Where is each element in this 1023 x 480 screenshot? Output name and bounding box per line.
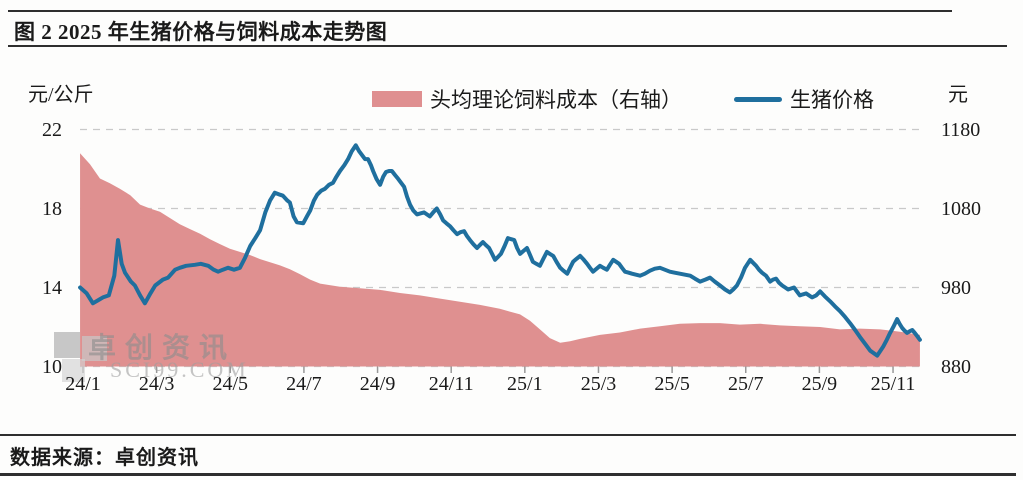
legend-label-feed-cost: 头均理论饲料成本（右轴） — [430, 88, 682, 112]
x-axis-tick-label: 25/7 — [727, 373, 764, 395]
footer-rule-top — [0, 434, 1016, 436]
x-axis-tick-label: 24/7 — [286, 373, 322, 395]
x-axis-tick-label: 24/3 — [138, 373, 175, 395]
x-axis-tick-label: 25/9 — [801, 373, 838, 395]
right-axis-unit: 元 — [948, 84, 968, 106]
x-axis-tick-label: 25/5 — [654, 373, 690, 395]
legend-label-pig-price: 生猪价格 — [790, 88, 874, 112]
right-axis-tick-label: 1180 — [941, 118, 981, 141]
footer-rule-bottom — [0, 473, 1016, 476]
legend-item-pig-price: 生猪价格 — [692, 84, 874, 114]
left-axis-unit: 元/公斤 — [28, 84, 94, 106]
feed-cost-area — [80, 153, 920, 367]
left-axis-tick-label: 14 — [42, 276, 62, 299]
pig-price-line-icon — [734, 96, 782, 102]
left-axis-tick-label: 22 — [42, 118, 62, 141]
chart-title: 图 2 2025 年生猪价格与饲料成本走势图 — [14, 20, 388, 44]
x-axis-tick-label: 24/5 — [212, 373, 249, 395]
x-axis-tick-label: 25/3 — [580, 373, 617, 395]
left-axis-tick-label: 18 — [42, 197, 62, 220]
pig-price-line — [78, 143, 922, 358]
right-axis-tick-label: 880 — [941, 355, 971, 378]
legend: 头均理论饲料成本（右轴） 生猪价格 — [372, 84, 874, 114]
right-axis-tick-label: 980 — [941, 276, 971, 299]
x-axis-tick-label: 24/1 — [65, 373, 101, 395]
x-axis-tick-label: 24/11 — [428, 373, 474, 395]
data-source-label: 数据来源：卓创资讯 — [10, 447, 199, 469]
left-axis-tick-label: 10 — [42, 355, 62, 378]
legend-item-feed-cost: 头均理论饲料成本（右轴） — [372, 84, 682, 114]
header-rule-top — [8, 10, 952, 12]
x-axis-tick-label: 24/9 — [359, 373, 396, 395]
header-rule-bottom — [8, 45, 1007, 47]
x-axis-tick-label: 25/1 — [507, 373, 543, 395]
x-axis-tick-label: 25/11 — [870, 373, 916, 395]
right-axis-tick-label: 1080 — [941, 197, 981, 220]
feed-cost-swatch-icon — [372, 91, 422, 107]
